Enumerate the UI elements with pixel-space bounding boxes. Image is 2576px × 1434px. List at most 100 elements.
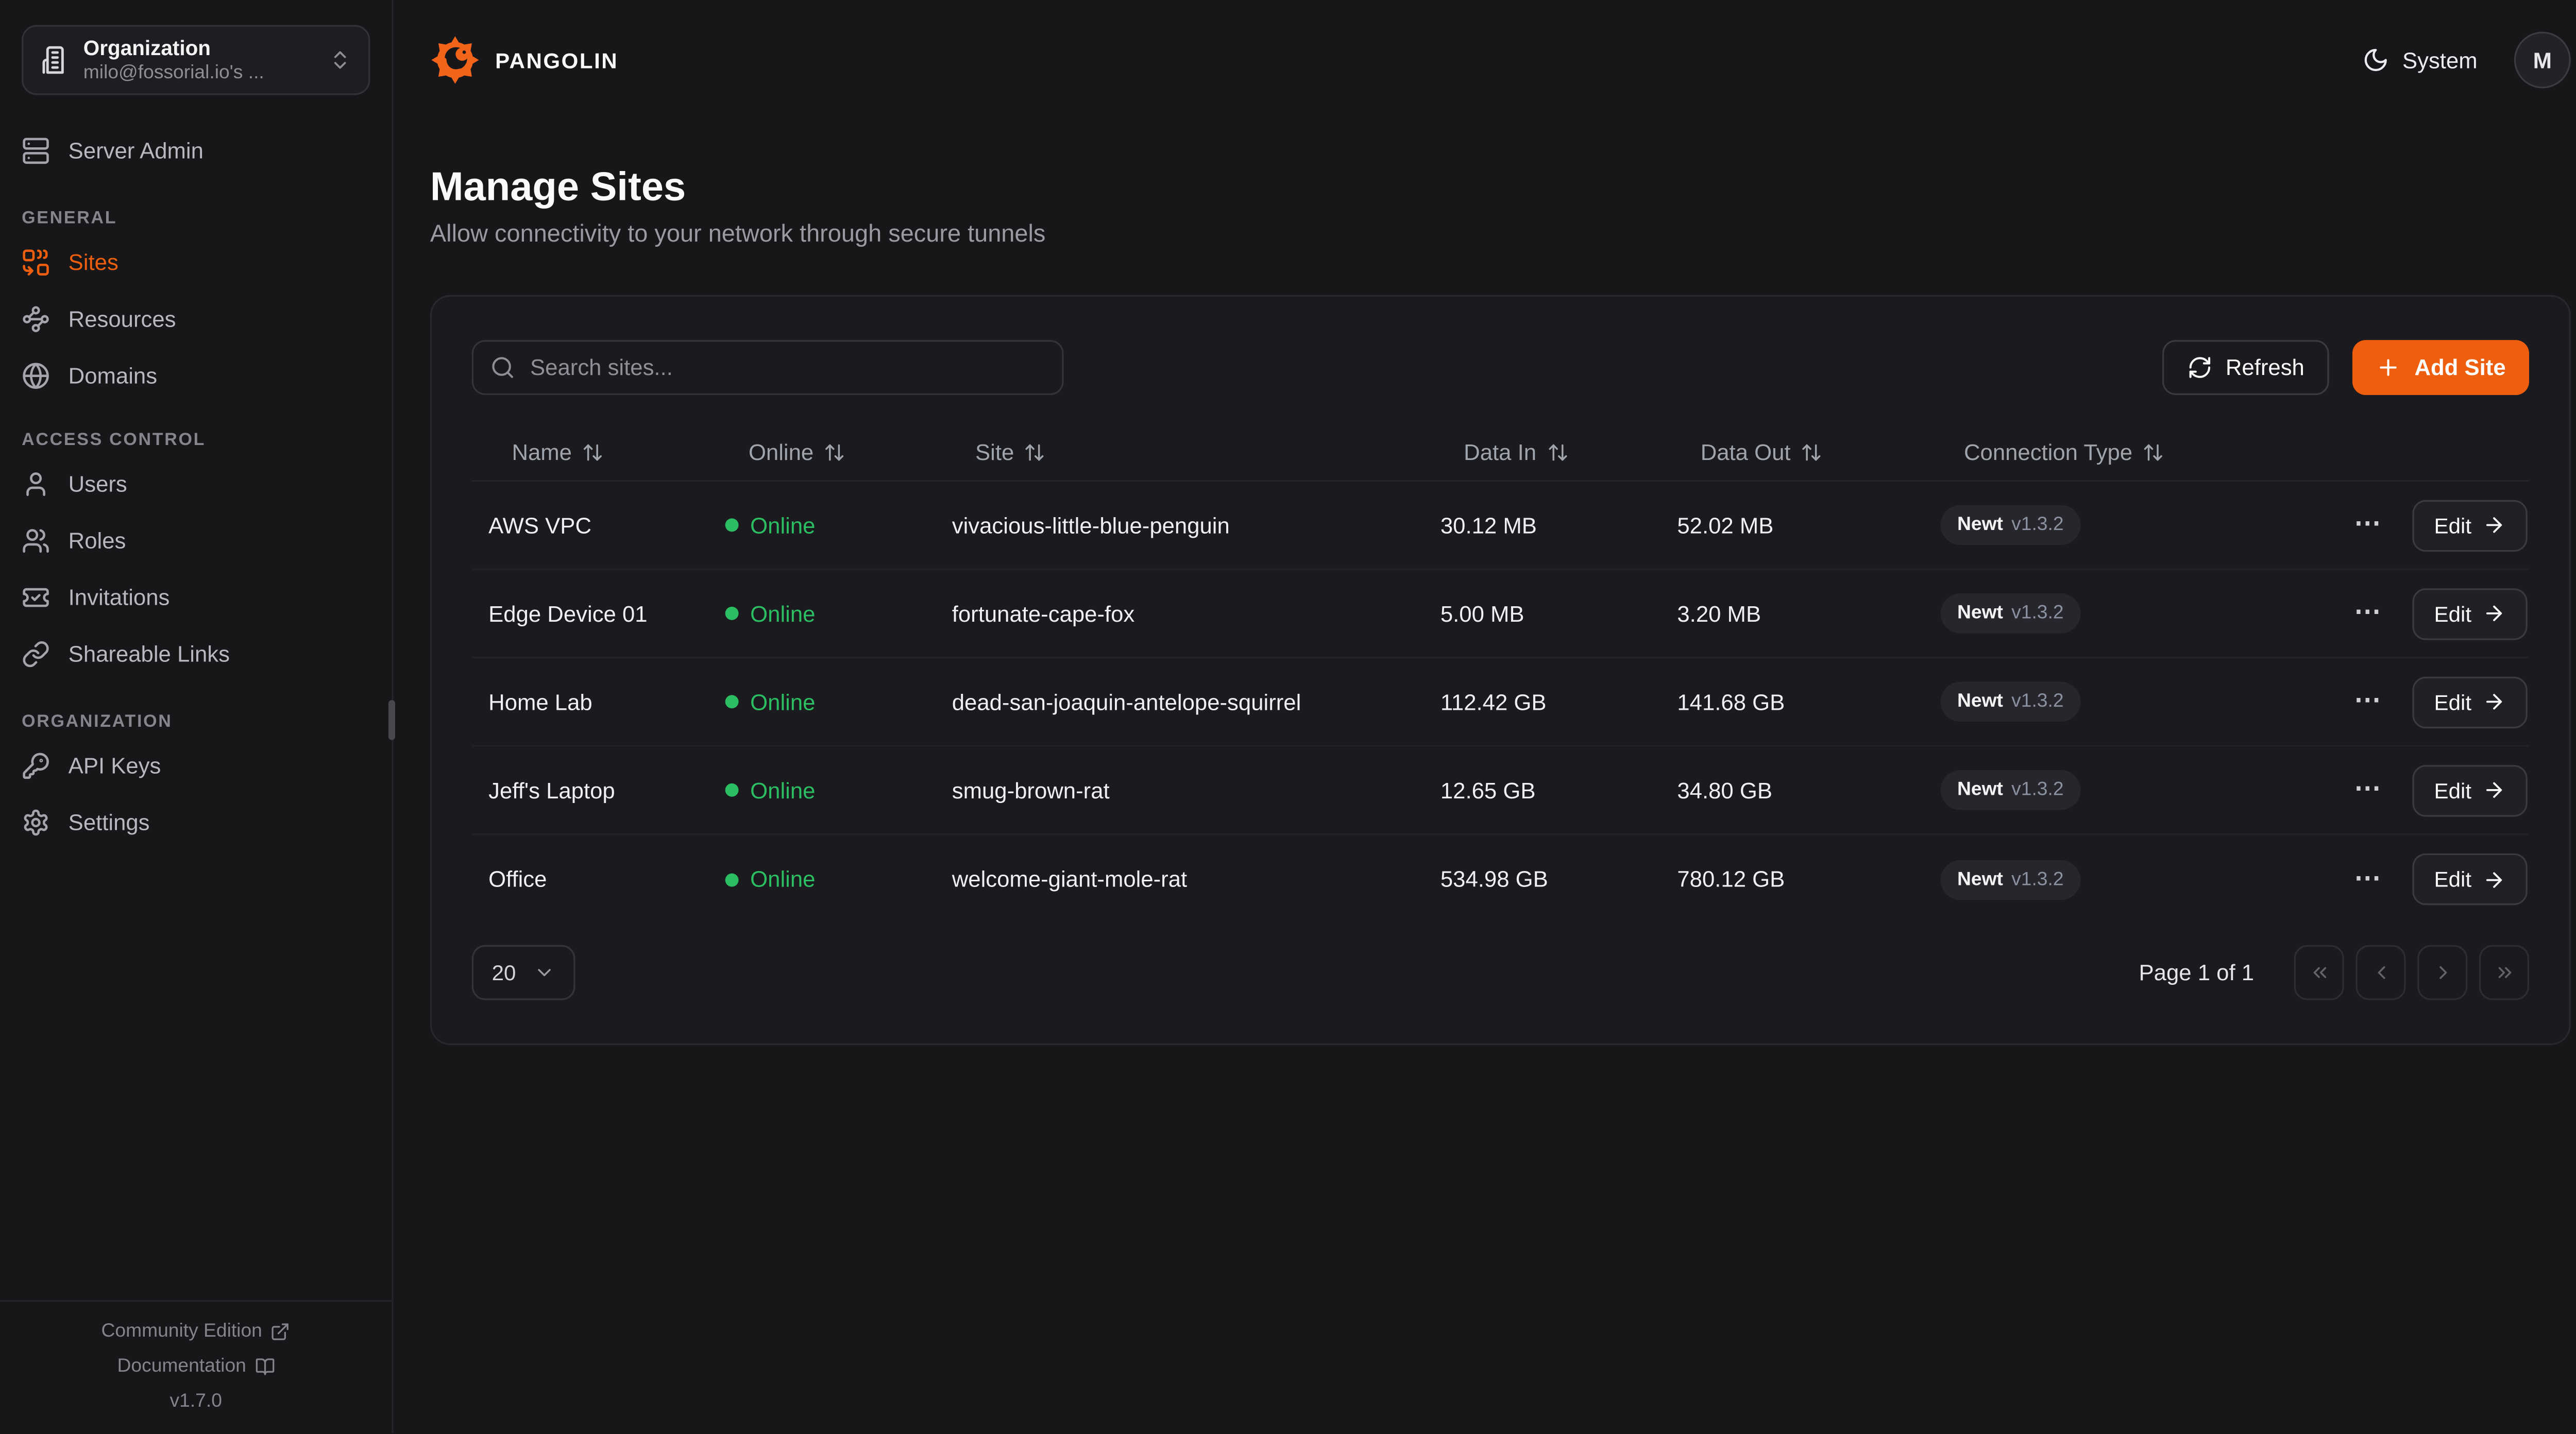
org-switcher-subtitle: milo@fossorial.io's ... — [83, 62, 264, 83]
last-page-button[interactable] — [2479, 945, 2529, 1000]
users-icon — [22, 526, 50, 554]
documentation-label: Documentation — [117, 1357, 246, 1377]
chevron-down-icon — [534, 962, 555, 983]
sidebar-item-server-admin[interactable]: Server Admin — [0, 122, 392, 178]
site-name-cell: Home Lab — [488, 689, 592, 714]
table-row: Edge Device 01 Online fortunate-cape-fox… — [471, 570, 2529, 659]
table-row: Office Online welcome-giant-mole-rat 534… — [472, 835, 2529, 924]
sidebar-item-label: Resources — [68, 305, 176, 331]
key-icon — [22, 751, 50, 779]
connection-type-cell: Newt v1.3.2 — [1924, 859, 2347, 899]
page-info: Page 1 of 1 — [2139, 960, 2255, 985]
first-page-button[interactable] — [2294, 945, 2344, 1000]
sidebar-item-invitations[interactable]: Invitations — [0, 568, 392, 625]
column-header-connection-type[interactable]: Connection Type — [1924, 440, 2347, 465]
chevron-left-icon — [2370, 962, 2392, 983]
org-switcher[interactable]: Organization milo@fossorial.io's ... — [22, 25, 370, 95]
community-edition-link[interactable]: Community Edition — [101, 1322, 291, 1342]
waypoints-icon — [22, 304, 50, 333]
online-status-cell: Online — [708, 867, 935, 892]
refresh-button[interactable]: Refresh — [2162, 340, 2330, 395]
online-status-label: Online — [750, 601, 816, 626]
row-edit-button[interactable]: Edit — [2412, 853, 2529, 906]
row-more-button[interactable]: ⋯ — [2347, 685, 2389, 719]
table-row: Home Lab Online dead-san-joaquin-antelop… — [471, 658, 2529, 747]
online-status-label: Online — [750, 689, 816, 714]
arrow-right-icon — [2483, 867, 2506, 891]
sidebar-section-organization: ORGANIZATION — [22, 711, 173, 732]
documentation-link[interactable]: Documentation — [117, 1357, 275, 1377]
row-more-button[interactable]: ⋯ — [2347, 773, 2389, 807]
table-footer: 20 Page 1 of 1 — [471, 945, 2529, 1000]
sidebar-item-label: Shareable Links — [68, 641, 230, 666]
sidebar-item-domains[interactable]: Domains — [0, 347, 392, 403]
data-in-cell: 5.00 MB — [1440, 601, 1524, 626]
sidebar-item-shareable-links[interactable]: Shareable Links — [0, 625, 392, 681]
row-edit-button[interactable]: Edit — [2412, 587, 2529, 639]
user-icon — [22, 469, 50, 498]
brand-name: PANGOLIN — [495, 47, 619, 73]
gear-icon — [22, 808, 50, 836]
connection-type-badge: Newt v1.3.2 — [1940, 859, 2080, 899]
column-header-data-in[interactable]: Data In — [1424, 440, 1661, 465]
prev-page-button[interactable] — [2355, 945, 2406, 1000]
theme-toggle-button[interactable]: System — [2362, 47, 2478, 74]
column-header-name[interactable]: Name — [472, 440, 709, 465]
combine-icon — [22, 248, 50, 276]
sort-icon — [582, 442, 603, 464]
data-out-cell: 141.68 GB — [1677, 689, 1785, 714]
sidebar-resize-handle[interactable] — [388, 700, 395, 740]
page-header: Manage Sites Allow connectivity to your … — [430, 165, 2571, 250]
page-size-select[interactable]: 20 — [471, 945, 575, 1000]
row-edit-button[interactable]: Edit — [2412, 676, 2529, 728]
online-status-cell: Online — [708, 689, 935, 714]
data-out-cell: 52.02 MB — [1677, 513, 1774, 538]
sidebar-item-label: Server Admin — [68, 137, 204, 163]
sidebar-item-resources[interactable]: Resources — [0, 290, 392, 347]
sort-icon — [2142, 442, 2164, 464]
arrow-right-icon — [2483, 602, 2506, 625]
row-more-button[interactable]: ⋯ — [2347, 863, 2389, 896]
sidebar-nav: Server Admin GENERAL Sites Resources Dom… — [0, 122, 392, 850]
online-status-cell: Online — [708, 778, 935, 803]
chevrons-right-icon — [2493, 962, 2515, 983]
row-more-button[interactable]: ⋯ — [2347, 596, 2389, 630]
connection-type-cell: Newt v1.3.2 — [1924, 505, 2347, 545]
sort-icon — [1024, 442, 1046, 464]
sort-icon — [1546, 442, 1568, 464]
column-header-site[interactable]: Site — [935, 440, 1423, 465]
add-site-button[interactable]: Add Site — [2352, 340, 2529, 395]
next-page-button[interactable] — [2417, 945, 2468, 1000]
arrow-right-icon — [2483, 778, 2506, 801]
connection-type-badge: Newt v1.3.2 — [1940, 770, 2080, 810]
connection-type-cell: Newt v1.3.2 — [1924, 593, 2347, 634]
column-header-online[interactable]: Online — [708, 440, 935, 465]
sidebar-item-label: API Keys — [68, 753, 161, 778]
sidebar-item-api-keys[interactable]: API Keys — [0, 737, 392, 793]
row-more-button[interactable]: ⋯ — [2347, 508, 2389, 542]
chevrons-up-down-icon — [328, 48, 351, 72]
data-in-cell: 534.98 GB — [1440, 866, 1548, 892]
site-slug-cell: welcome-giant-mole-rat — [952, 866, 1188, 892]
avatar[interactable]: M — [2514, 31, 2571, 89]
search-input[interactable] — [471, 340, 1064, 395]
online-status-dot — [725, 518, 739, 532]
sidebar-item-settings[interactable]: Settings — [0, 793, 392, 850]
column-header-data-out[interactable]: Data Out — [1660, 440, 1924, 465]
row-edit-button[interactable]: Edit — [2412, 764, 2529, 816]
building-icon — [40, 45, 70, 75]
connection-type-cell: Newt v1.3.2 — [1924, 770, 2347, 810]
brand-logo: PANGOLIN — [430, 35, 618, 85]
sidebar-item-users[interactable]: Users — [0, 455, 392, 511]
arrow-right-icon — [2483, 514, 2506, 537]
row-edit-button[interactable]: Edit — [2412, 499, 2529, 551]
data-in-cell: 12.65 GB — [1440, 777, 1536, 803]
chevrons-left-icon — [2308, 962, 2330, 983]
data-in-cell: 112.42 GB — [1440, 689, 1547, 714]
connection-type-badge: Newt v1.3.2 — [1940, 593, 2080, 634]
sidebar-item-sites[interactable]: Sites — [0, 233, 392, 290]
sidebar-item-roles[interactable]: Roles — [0, 511, 392, 568]
data-out-cell: 3.20 MB — [1677, 601, 1761, 626]
sidebar: Organization milo@fossorial.io's ... Ser… — [0, 0, 395, 1433]
table-body: AWS VPC Online vivacious-little-blue-pen… — [471, 482, 2529, 924]
